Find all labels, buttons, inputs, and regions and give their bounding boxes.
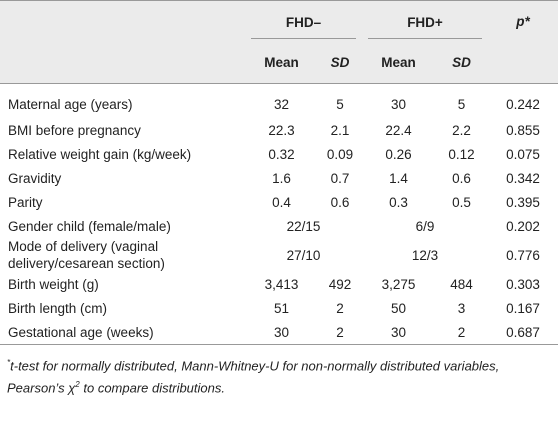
cell: 0.7 [330, 170, 350, 186]
subheader: Mean [362, 41, 436, 84]
cell: 0.6 [452, 170, 471, 186]
cell: 22.4 [385, 122, 412, 138]
cell: 484 [450, 276, 473, 292]
cell: 0.776 [506, 247, 540, 263]
footnote: *t-test for normally distributed, Mann-W… [0, 345, 558, 398]
cell: 0.26 [385, 146, 412, 162]
footnote-marker: * [7, 358, 11, 367]
row-label: Gestational age (weeks) [8, 324, 154, 340]
row-label: Parity [8, 194, 43, 210]
cell: 2 [336, 324, 344, 340]
footnote-text: t-test for normally distributed, Mann-Wh… [7, 358, 500, 396]
cell: 0.202 [506, 218, 540, 234]
row-label: Maternal age (years) [8, 96, 133, 112]
table-row: Birth length (cm) 51 2 50 3 0.167 [0, 296, 558, 320]
cell: 2.1 [330, 122, 350, 138]
cell: 5 [336, 96, 344, 112]
row-label: Gender child (female/male) [8, 218, 171, 234]
cell: 50 [391, 300, 407, 316]
cell: 27/10 [286, 247, 321, 263]
group-label: FHD+ [368, 3, 482, 39]
table-row: Gender child (female/male) 22/15 6/9 0.202 [0, 214, 558, 238]
cell: 30 [273, 324, 290, 340]
cell: 0.12 [448, 146, 475, 162]
cell: 5 [457, 96, 466, 112]
subheader: SD [318, 41, 363, 84]
cell: 3,413 [264, 276, 299, 292]
row-label: Birth length (cm) [8, 300, 108, 316]
cell: 2.2 [452, 122, 471, 138]
row-label: Gravidity [8, 170, 62, 186]
cell: 0.167 [506, 300, 540, 316]
group-header: FHD– [245, 1, 362, 42]
group-header: FHD+ [362, 1, 488, 42]
table-row: Birth weight (g) 3,413 492 3,275 484 0.303 [0, 272, 558, 296]
row-label: Birth weight (g) [8, 276, 99, 292]
table-row: Parity 0.4 0.6 0.3 0.5 0.395 [0, 190, 558, 214]
table-row: Maternal age (years) 32 5 30 5 0.242 [0, 84, 558, 119]
table-head: FHD– FHD+ p* Mean SD Mean SD [0, 0, 558, 84]
cell: 492 [328, 276, 352, 292]
cell: 22/15 [286, 218, 321, 234]
cell: 0.342 [506, 170, 540, 186]
blank-header [0, 41, 245, 84]
cell: 2 [457, 324, 466, 340]
cell: 3 [457, 300, 466, 316]
blank-header [0, 1, 245, 42]
row-label: BMI before pregnancy [8, 122, 141, 138]
table-row: Gestational age (weeks) 30 2 30 2 0.687 [0, 320, 558, 345]
cell: 30 [391, 324, 407, 340]
cell: 0.5 [452, 194, 471, 210]
table-row: Relative weight gain (kg/week) 0.32 0.09 0.… [0, 142, 558, 166]
p-header: p* [516, 13, 530, 29]
cell: 3,275 [381, 276, 416, 292]
group-label: FHD– [250, 3, 357, 39]
data-table: FHD– FHD+ p* Mean SD Mean SD Maternal ag… [0, 0, 558, 345]
subheader: SD [435, 41, 489, 84]
row-label: Relative weight gain (kg/week) [8, 146, 192, 162]
cell: 30 [391, 96, 407, 112]
cell: 0.32 [268, 146, 295, 162]
cell: 51 [273, 300, 290, 316]
cell: 1.4 [389, 170, 408, 186]
cell: 0.6 [330, 194, 350, 210]
cell: 0.4 [272, 194, 291, 210]
subheader-row: Mean SD Mean SD [0, 41, 558, 84]
cell: 1.6 [272, 170, 291, 186]
cell: 0.075 [506, 146, 540, 162]
cell: 0.687 [506, 324, 540, 340]
row-label: Mode of delivery (vaginal delivery/cesar… [8, 239, 165, 271]
footnote-sup: 2 [75, 380, 80, 390]
table-row: Mode of delivery (vaginal delivery/cesar… [0, 238, 558, 272]
cell: 0.303 [506, 276, 540, 292]
group-row: FHD– FHD+ p* [0, 0, 558, 42]
footnote-tail: to compare distributions. [79, 380, 225, 396]
cell: 22.3 [268, 122, 295, 138]
cell: 0.3 [389, 194, 408, 210]
cell: 2 [336, 300, 344, 316]
cell: 0.855 [506, 122, 540, 138]
table-body: Maternal age (years) 32 5 30 5 0.242 BMI befor… [0, 84, 558, 345]
cell: 0.09 [326, 146, 354, 162]
cell: 32 [273, 96, 290, 112]
subheader: Mean [245, 41, 318, 84]
cell: 12/3 [411, 247, 439, 263]
cell: 6/9 [415, 218, 435, 234]
cell: 0.242 [506, 96, 540, 112]
blank-header [488, 41, 558, 84]
cell: 0.395 [506, 194, 540, 210]
table-row: Gravidity 1.6 0.7 1.4 0.6 0.342 [0, 166, 558, 190]
table-row: BMI before pregnancy 22.3 2.1 22.4 2.2 0.855 [0, 118, 558, 142]
